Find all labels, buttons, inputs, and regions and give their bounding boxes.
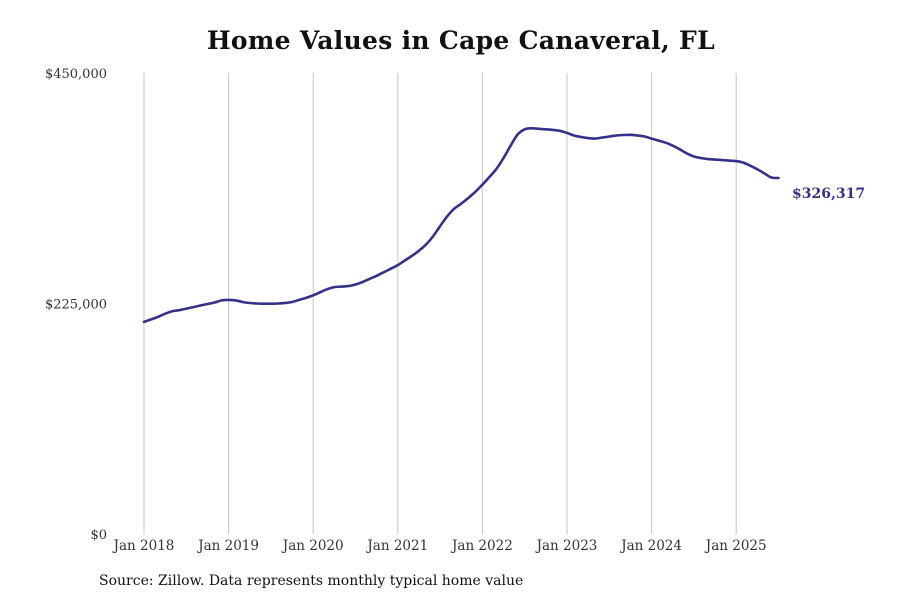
gridlines	[143, 73, 737, 534]
y-tick-label: $0	[90, 528, 107, 543]
x-tick-label: Jan 2022	[450, 538, 513, 554]
x-tick-label: Jan 2019	[196, 538, 259, 554]
x-tick-label: Jan 2018	[112, 538, 175, 554]
end-value-label: $326,317	[792, 186, 865, 202]
x-tick-label: Jan 2020	[281, 538, 344, 554]
chart-title: Home Values in Cape Canaveral, FL	[207, 26, 715, 55]
y-axis-ticks: $0 $225,000 $450,000	[45, 67, 107, 543]
x-tick-label: Jan 2024	[619, 538, 682, 554]
x-tick-label: Jan 2025	[704, 538, 767, 554]
series-line	[142, 126, 780, 324]
x-tick-label: Jan 2023	[535, 538, 598, 554]
x-tick-label: Jan 2021	[365, 538, 428, 554]
source-note: Source: Zillow. Data represents monthly …	[99, 573, 524, 589]
y-tick-label: $450,000	[45, 67, 107, 82]
x-axis-ticks: Jan 2018 Jan 2019 Jan 2020 Jan 2021 Jan 2022…	[112, 538, 767, 554]
y-tick-label: $225,000	[45, 298, 107, 313]
series-layer: $326,317	[142, 126, 865, 324]
